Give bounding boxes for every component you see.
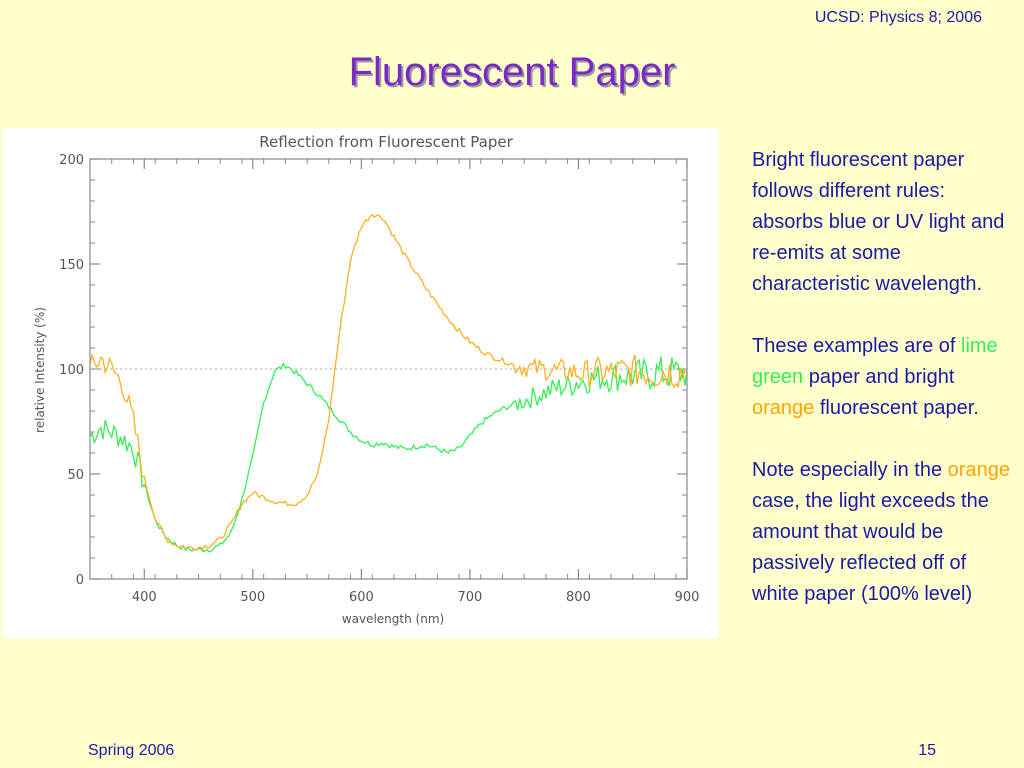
x-tick-label: 800 [566,590,591,605]
series-line-1 [89,213,688,551]
chart-ylabel: relative Intensity (%) [33,307,47,433]
p3-text-2: case, the light exceeds the amount that … [752,490,989,605]
chart-xlabel: wavelength (nm) [342,612,444,626]
series-line-0 [89,356,688,553]
paragraph-intro: Bright fluorescent paper follows differe… [752,149,1005,295]
y-tick-label: 200 [59,153,84,168]
x-tick-label: 400 [132,590,157,605]
plot-frame [89,158,688,580]
p2-text-1: These examples are of [752,335,961,357]
y-tick-label: 150 [59,258,84,273]
y-tick-label: 0 [76,573,84,588]
p3-text-1: Note especially in the [752,459,948,481]
x-tick-label: 500 [240,590,265,605]
slide-title: Fluorescent Paper [348,50,676,94]
footer-date: Spring 2006 [88,742,175,759]
chart-panel: Reflection from Fluorescent Paper wavele… [3,128,718,638]
chart-title: Reflection from Fluorescent Paper [259,133,513,151]
x-tick-label: 700 [457,590,482,605]
p2-text-3: fluorescent paper. [814,397,979,419]
page-number: 15 [918,742,936,759]
p2-text-2: paper and bright [803,366,955,388]
body-text: Bright fluorescent paper follows differe… [752,145,1014,641]
orange-highlight: orange [752,397,815,419]
paragraph-note: Note especially in the orange case, the … [752,455,1014,610]
reflection-chart: Reflection from Fluorescent Paper wavele… [33,133,700,626]
x-tick-label: 600 [349,590,374,605]
paragraph-examples: These examples are of lime green paper a… [752,331,1014,424]
x-tick-label: 900 [675,590,700,605]
y-tick-label: 100 [59,363,84,378]
orange-highlight-note: orange [947,459,1010,481]
y-tick-label: 50 [67,468,84,483]
course-header: UCSD: Physics 8; 2006 [814,9,982,26]
lime-green-highlight: lime green [752,335,998,388]
